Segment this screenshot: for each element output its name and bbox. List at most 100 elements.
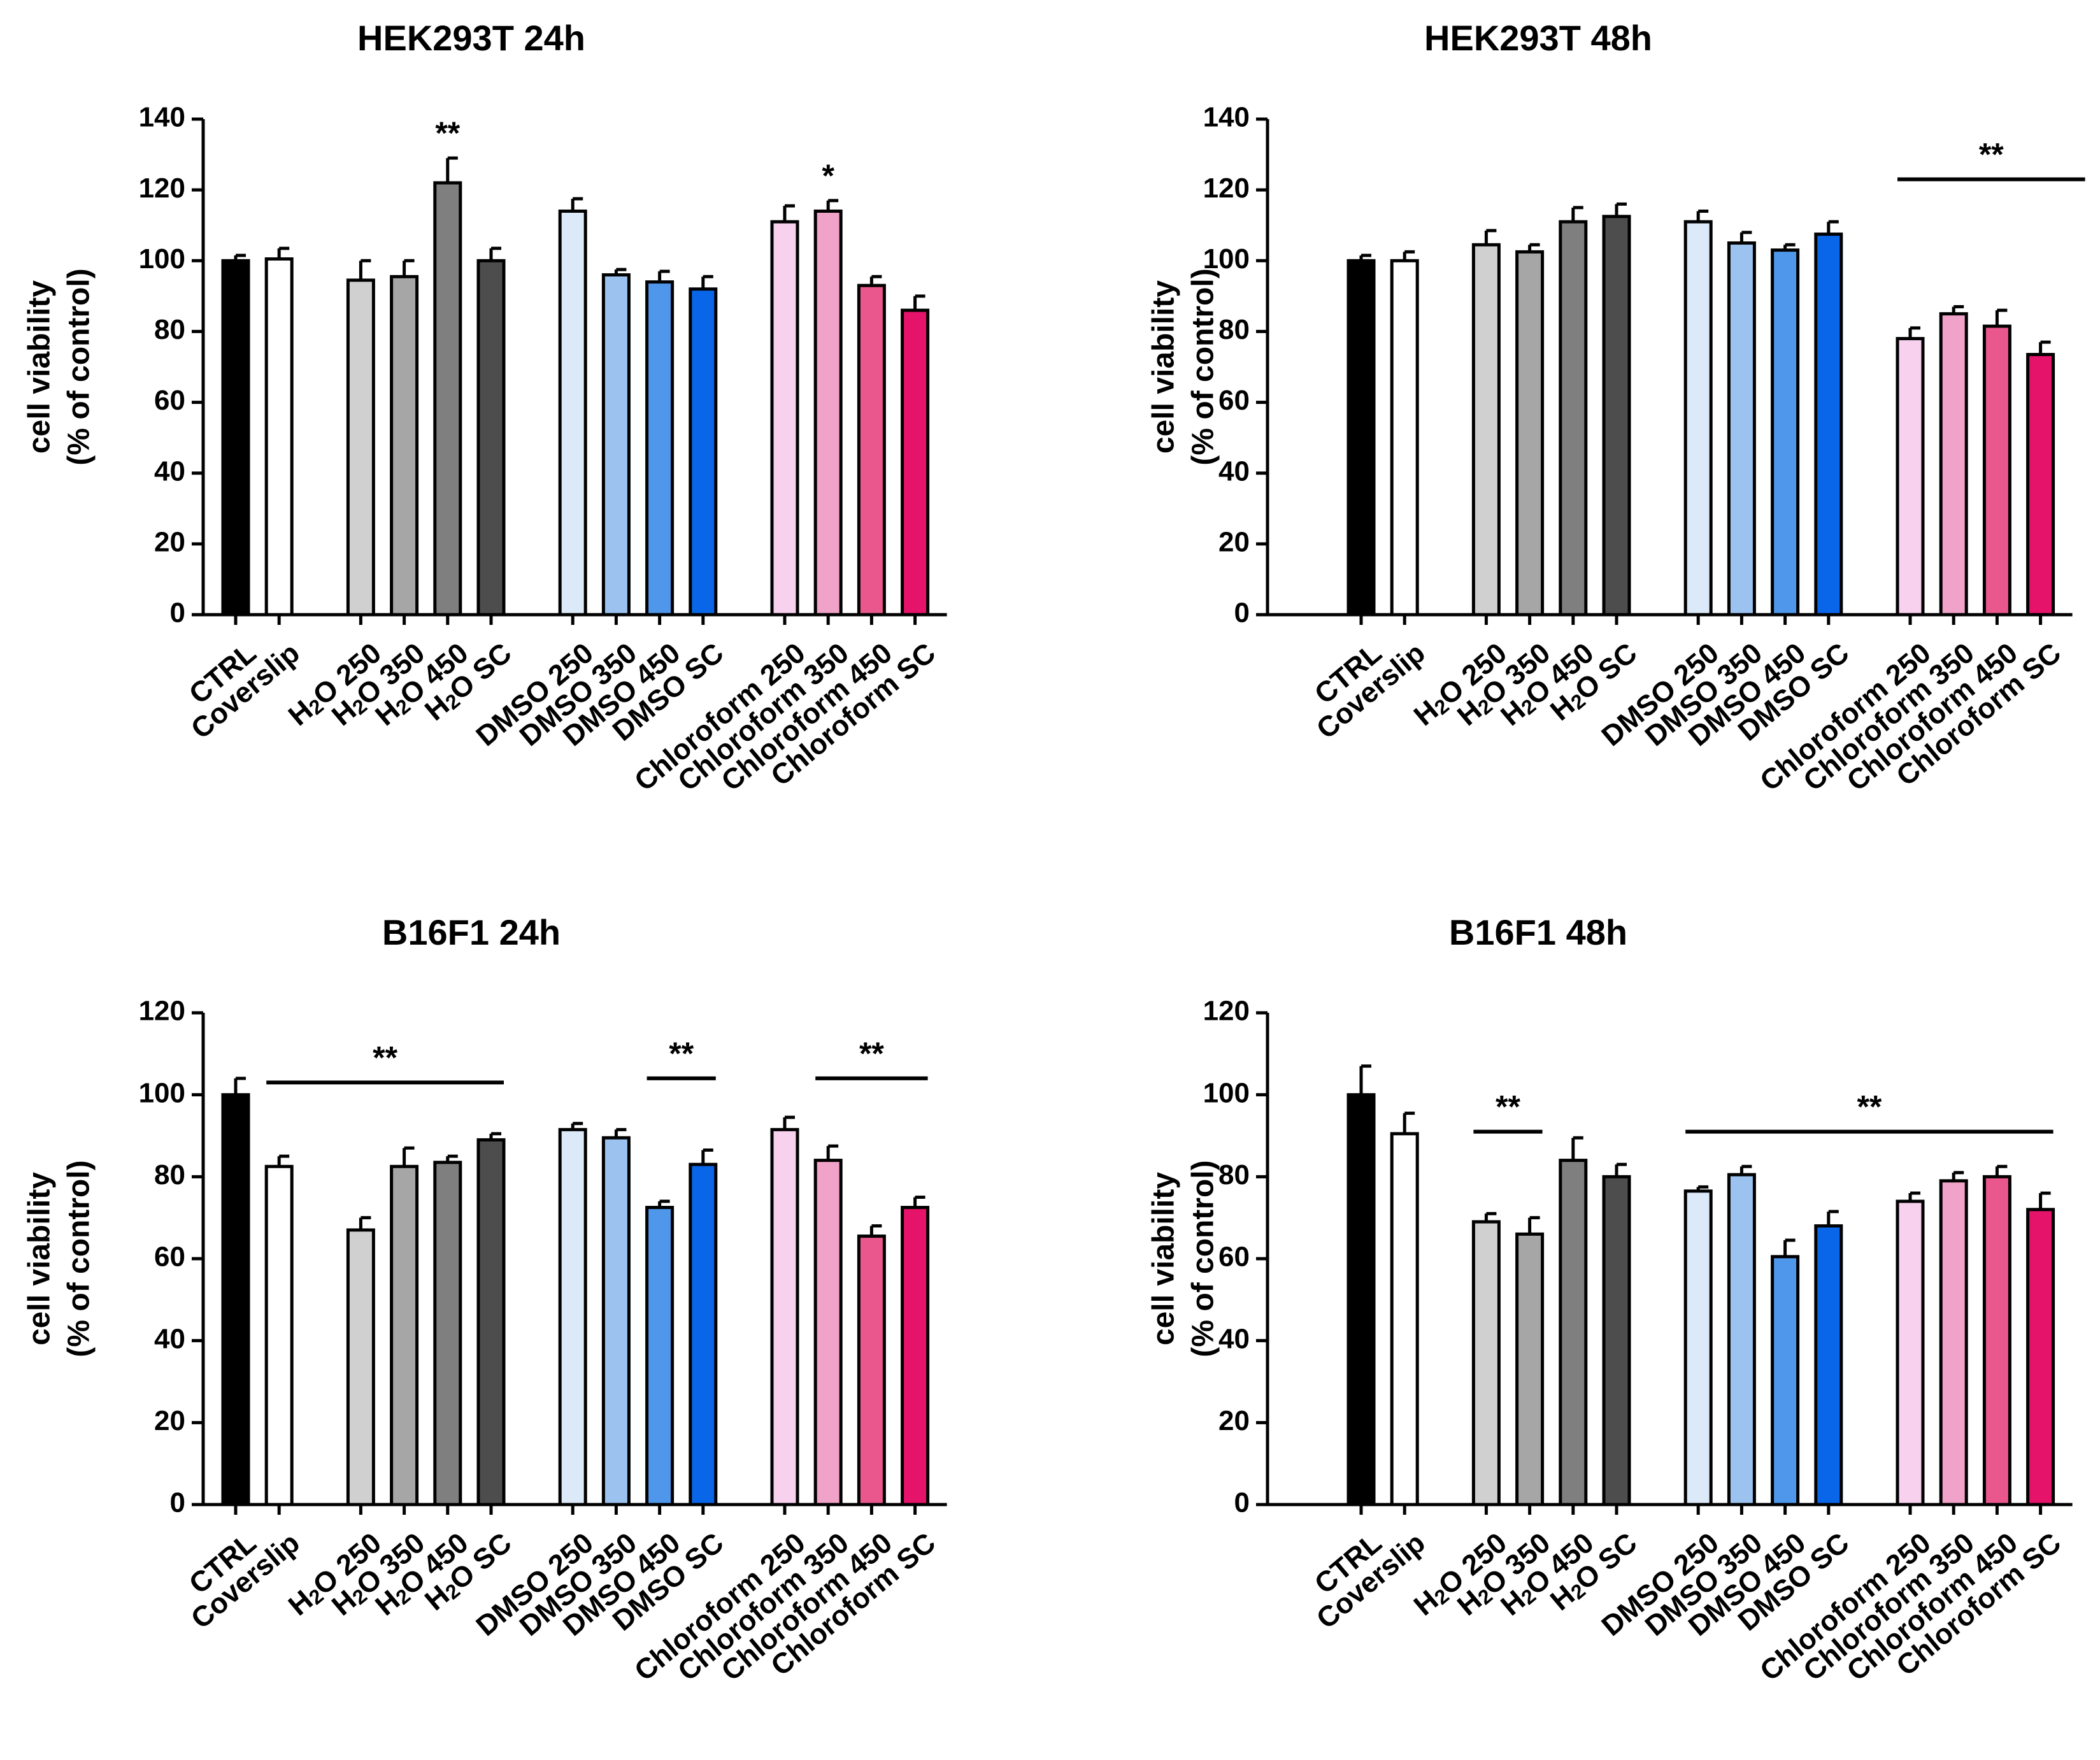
- significance-marker: **: [373, 1040, 397, 1075]
- y-axis-label: (% of control): [1187, 1160, 1220, 1357]
- bar: [645, 280, 675, 617]
- bar: [1982, 1175, 2011, 1506]
- bar: [813, 209, 843, 617]
- bar: [1683, 220, 1713, 617]
- y-axis-label: cell viability: [23, 1172, 57, 1345]
- bar: [221, 1093, 250, 1506]
- bar: [1896, 1199, 1925, 1506]
- bar: [346, 1228, 375, 1506]
- y-tick-label: 20: [154, 526, 185, 557]
- y-tick-label: 40: [154, 1323, 185, 1354]
- bar: [813, 1159, 843, 1506]
- bar: [1559, 1159, 1588, 1506]
- bar: [1683, 1189, 1713, 1506]
- bar: [1346, 1093, 1376, 1506]
- y-tick-label: 60: [154, 1241, 185, 1273]
- y-tick-label: 140: [1203, 102, 1250, 133]
- bar: [645, 1206, 675, 1506]
- chart-title: B16F1 48h: [1449, 912, 1627, 952]
- y-tick-label: 0: [1234, 1487, 1250, 1519]
- bar: [1471, 1220, 1501, 1506]
- y-tick-label: 120: [1203, 173, 1250, 204]
- y-tick-label: 20: [1218, 1405, 1250, 1436]
- significance-marker: **: [669, 1036, 694, 1071]
- y-tick-label: 0: [170, 1487, 185, 1519]
- y-tick-label: 100: [139, 243, 185, 275]
- bar: [558, 1127, 587, 1506]
- y-tick-label: 120: [1203, 996, 1250, 1027]
- chart-panel-4: B16F1 48h cell viability (% of control) 0 20…: [1147, 912, 2073, 1687]
- y-tick-label: 80: [154, 1159, 185, 1191]
- bar: [1390, 259, 1419, 617]
- y-axis-label: cell viability: [23, 280, 57, 454]
- y-tick-label: 40: [154, 455, 185, 487]
- y-tick-label: 60: [1218, 1241, 1250, 1273]
- y-tick-label: 40: [1218, 455, 1250, 487]
- significance-marker: **: [1979, 136, 2004, 172]
- bar: [1896, 337, 1925, 617]
- bar: [1727, 241, 1756, 617]
- bar: [2026, 353, 2055, 617]
- bar: [1982, 324, 2011, 617]
- bar: [558, 209, 587, 617]
- bar: [1471, 243, 1501, 617]
- significance-marker: **: [1496, 1089, 1520, 1125]
- bar: [1814, 233, 1843, 617]
- chart-panel-3: B16F1 24h cell viability (% of control) 0 20…: [23, 912, 947, 1687]
- y-tick-label: 0: [170, 597, 185, 629]
- y-axis-label: cell viability: [1147, 1172, 1181, 1345]
- y-tick-label: 120: [139, 996, 185, 1027]
- y-tick-label: 40: [1218, 1323, 1250, 1354]
- bar: [689, 287, 718, 617]
- y-tick-label: 0: [1234, 597, 1250, 629]
- bar: [2026, 1208, 2055, 1506]
- significance-marker: *: [822, 158, 834, 194]
- bar: [601, 273, 631, 617]
- y-tick-label: 80: [1218, 314, 1250, 345]
- bar: [689, 1163, 718, 1506]
- bar: [346, 278, 375, 617]
- bar: [390, 1164, 419, 1506]
- y-tick-label: 100: [1203, 243, 1250, 275]
- bar: [476, 1138, 506, 1506]
- bar: [601, 1136, 631, 1506]
- bar: [770, 220, 799, 617]
- bar: [476, 259, 506, 617]
- bar: [1939, 312, 1968, 617]
- y-tick-label: 140: [139, 102, 185, 133]
- bar: [857, 1234, 886, 1506]
- y-axis-label: (% of control): [62, 1160, 96, 1357]
- chart-title: B16F1 24h: [382, 912, 561, 952]
- bar: [1814, 1224, 1843, 1506]
- chart-title: HEK293T 48h: [1424, 18, 1652, 58]
- y-axis-label: cell viability: [1147, 280, 1181, 454]
- significance-marker: **: [1857, 1089, 1882, 1125]
- bar: [1602, 1175, 1631, 1506]
- bar: [390, 275, 419, 617]
- bar: [1390, 1132, 1419, 1506]
- y-tick-label: 100: [139, 1077, 185, 1108]
- y-tick-label: 20: [154, 1405, 185, 1436]
- y-tick-label: 80: [1218, 1159, 1250, 1191]
- bar: [1602, 215, 1631, 617]
- bar: [1559, 220, 1588, 617]
- bar: [1727, 1173, 1756, 1506]
- significance-marker: **: [435, 115, 460, 151]
- y-tick-label: 60: [154, 385, 185, 416]
- bar: [433, 1161, 462, 1506]
- chart-title: HEK293T 24h: [357, 18, 585, 58]
- bar: [264, 1164, 294, 1506]
- y-axis-label: (% of control): [62, 268, 96, 465]
- significance-marker: **: [859, 1036, 884, 1071]
- chart-panel-1: HEK293T 24h cell viability (% of control) 0…: [23, 18, 947, 798]
- y-tick-label: 100: [1203, 1077, 1250, 1108]
- bar: [857, 283, 886, 617]
- y-tick-label: 120: [139, 173, 185, 204]
- bar: [770, 1127, 799, 1506]
- bar: [1346, 259, 1376, 617]
- y-axis-label: (% of control): [1187, 268, 1220, 465]
- bar: [901, 308, 930, 617]
- bar: [1515, 1232, 1545, 1506]
- bar: [1771, 1255, 1800, 1506]
